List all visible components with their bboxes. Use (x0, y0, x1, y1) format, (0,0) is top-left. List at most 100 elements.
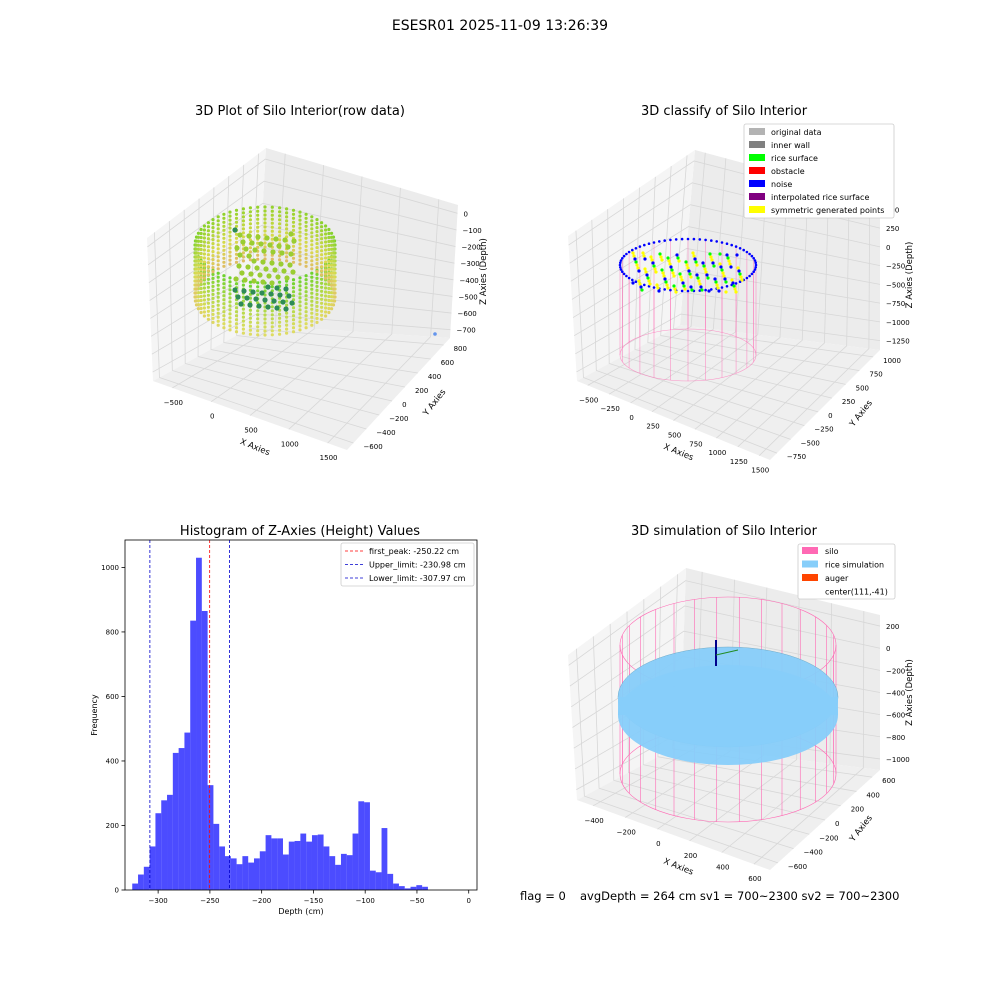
raw-data-point (266, 273, 272, 279)
hist-ytick-label: 200 (106, 822, 119, 830)
cls-data-point (700, 288, 704, 292)
raw-data-point (228, 250, 232, 254)
raw-data-point (298, 218, 302, 222)
cls-legend-label: inner wall (771, 141, 810, 150)
raw-data-point (228, 316, 232, 320)
raw-data-point (324, 310, 328, 314)
raw-data-point (234, 306, 239, 310)
hist-ytick-label: 400 (106, 757, 119, 765)
raw-data-point (269, 260, 275, 266)
sim-xtick-label: −200 (617, 829, 636, 837)
raw-data-point (270, 249, 276, 255)
raw-data-point (256, 303, 262, 309)
raw-data-point (248, 258, 252, 262)
raw-data-point (324, 236, 328, 240)
raw-data-point (310, 295, 314, 299)
raw-data-point (222, 232, 226, 236)
cls-grid-z (573, 269, 881, 337)
cls-ztick-label: 0 (886, 244, 890, 252)
raw-data-point (315, 292, 319, 296)
raw-data-point (241, 327, 245, 331)
raw-data-point (320, 285, 324, 289)
raw-data-point (291, 238, 297, 244)
sim-zaxis-label: Z Axies (Depth) (905, 659, 915, 726)
raw-data-point (327, 286, 331, 291)
sim-ytick-label: 400 (866, 791, 879, 799)
raw-data-point (330, 275, 334, 279)
raw-grid-y (183, 209, 380, 416)
raw-data-point (315, 242, 319, 246)
raw-grid-y (168, 221, 367, 430)
raw-data-point (320, 289, 324, 293)
cls-data-point (726, 256, 730, 260)
raw-data-point (310, 263, 314, 267)
raw-data-point (211, 300, 215, 304)
raw-data-point (216, 219, 220, 223)
raw-data-point (330, 243, 334, 247)
raw-data-point (228, 300, 232, 304)
raw-grid-z (148, 202, 456, 284)
raw-data-point (202, 248, 206, 252)
raw-grid-z (150, 269, 453, 337)
raw-data-point (270, 237, 274, 241)
raw-data-point (228, 312, 232, 316)
raw-data-point (222, 314, 226, 318)
raw-grid-y (154, 232, 354, 444)
cls-noise-point (754, 263, 758, 267)
hist-bar (155, 813, 162, 890)
raw-data-point (248, 328, 252, 332)
raw-data-point (228, 234, 232, 238)
raw-data-point (291, 248, 296, 252)
raw-data-point (211, 246, 215, 250)
raw-data-point (222, 286, 226, 290)
raw-data-point (253, 296, 259, 302)
raw-data-point (245, 264, 251, 270)
raw-data-point (202, 282, 206, 286)
hist-xtick-label: −300 (149, 897, 168, 905)
cls-noise-point (738, 247, 742, 250)
raw-data-point (298, 276, 302, 280)
raw-data-point (202, 290, 206, 294)
raw-data-point (232, 287, 238, 293)
raw-data-point (256, 289, 260, 293)
raw-data-point (315, 316, 319, 320)
raw-data-point (278, 316, 282, 320)
cls-data-point (647, 279, 651, 283)
cls-data-point (631, 251, 635, 255)
raw-data-point (211, 242, 215, 246)
raw-data-point (222, 220, 226, 224)
raw-data-point (248, 210, 252, 214)
raw-data-point (222, 244, 226, 248)
raw-grid-y (236, 164, 431, 360)
raw-data-point (278, 258, 282, 262)
raw-data-point (310, 315, 314, 319)
raw-data-point (211, 304, 215, 308)
cls-noise-point (619, 268, 623, 271)
cls-legend-label: original data (771, 128, 822, 137)
raw-ytick-label: −600 (363, 443, 382, 451)
raw-data-point (310, 227, 314, 231)
raw-data-point (263, 266, 269, 272)
raw-data-point (202, 240, 206, 244)
raw-data-point (234, 232, 239, 236)
raw-data-point (206, 277, 210, 281)
cls-data-point (684, 260, 688, 264)
raw-data-point (304, 256, 308, 260)
raw-data-point (234, 240, 239, 244)
raw-data-point (241, 311, 245, 315)
cls-grid-x (758, 197, 871, 456)
cls-legend-label: interpolated rice surface (771, 193, 869, 202)
raw-data-point (256, 213, 260, 217)
raw-grid-x (249, 176, 363, 416)
raw-data-point (320, 309, 324, 313)
cls-data-point (643, 267, 647, 271)
raw-data-point (324, 306, 328, 310)
raw-data-point (222, 260, 226, 264)
hist-bar (346, 855, 353, 890)
raw-data-point (206, 313, 210, 317)
raw-data-point (310, 311, 314, 315)
raw-data-point (327, 306, 331, 311)
raw-data-point (199, 259, 203, 264)
raw-data-point (216, 227, 220, 231)
cls-grid-x (737, 191, 850, 448)
